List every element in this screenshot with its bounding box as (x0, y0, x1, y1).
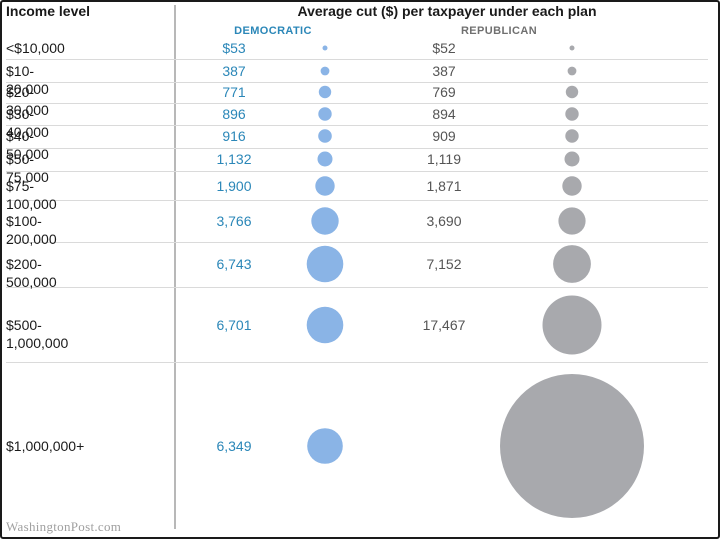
republican-bubble (500, 374, 644, 518)
row-separator (6, 125, 708, 126)
democratic-bubble (306, 306, 344, 344)
republican-value-label: 1,871 (426, 178, 462, 194)
republican-bubble (542, 295, 602, 355)
republican-bubble (564, 151, 580, 167)
republican-value-label: 894 (432, 106, 456, 122)
income-level-label: $10-20,000 (6, 63, 49, 97)
republican-series-label: REPUBLICAN (460, 25, 538, 37)
democratic-bubble (322, 45, 328, 51)
democratic-value-label: 387 (222, 63, 246, 79)
democratic-bubble (318, 85, 332, 99)
income-level-label: $50-75,000 (6, 151, 49, 185)
row-separator (6, 148, 708, 149)
income-level-label: $1,000,000+ (6, 438, 85, 454)
republican-bubble (553, 245, 591, 283)
republican-value-label: 909 (432, 128, 456, 144)
democratic-bubble (315, 176, 335, 196)
republican-value-label: $52 (432, 40, 456, 56)
row-separator (6, 103, 708, 104)
republican-bubble (567, 66, 577, 76)
democratic-bubble (306, 245, 344, 283)
republican-value-label: 387 (432, 63, 456, 79)
democratic-value-label: 6,349 (216, 438, 252, 454)
democratic-bubble (318, 129, 332, 143)
income-level-label: $100-200,000 (6, 213, 57, 247)
row-separator (6, 59, 708, 60)
republican-value-label: 1,119 (427, 151, 461, 167)
income-level-label: $40-50,000 (6, 128, 49, 162)
democratic-bubble (317, 151, 333, 167)
row-separator (6, 287, 708, 288)
democratic-value-label: 6,701 (216, 317, 252, 333)
income-level-label: $75-100,000 (6, 178, 57, 212)
row-separator (6, 82, 708, 83)
income-level-label: $20-30,000 (6, 84, 49, 118)
republican-bubble (565, 129, 579, 143)
row-separator (6, 171, 708, 172)
democratic-value-label: 916 (222, 128, 246, 144)
source-credit: WashingtonPost.com (6, 519, 122, 534)
republican-value-label: 769 (432, 84, 456, 100)
democratic-value-label: 1,132 (216, 151, 252, 167)
chart-title: Average cut ($) per taxpayer under each … (297, 3, 597, 19)
column-divider (174, 5, 176, 529)
democratic-bubble (311, 207, 339, 235)
democratic-value-label: 3,766 (216, 213, 252, 229)
income-level-label: $200-500,000 (6, 256, 57, 290)
income-level-label: $500-1,000,000 (6, 317, 69, 351)
democratic-bubble (320, 66, 330, 76)
democratic-value-label: 771 (222, 84, 246, 100)
republican-value-label: 3,690 (426, 213, 462, 229)
democratic-bubble (307, 428, 343, 464)
republican-value-label: 7,152 (426, 256, 462, 272)
republican-bubble (562, 176, 582, 196)
income-level-label: $30-40,000 (6, 106, 49, 140)
democratic-value-label: 896 (222, 106, 246, 122)
republican-bubble (565, 107, 579, 121)
income-level-header: Income level (6, 3, 91, 19)
republican-value-label: 103,835 (442, 438, 494, 454)
row-separator (6, 362, 708, 363)
republican-bubble (569, 45, 575, 51)
republican-bubble (565, 85, 579, 99)
democratic-value-label: $53 (222, 40, 246, 56)
democratic-bubble (318, 107, 332, 121)
democratic-series-label: DEMOCRATIC (234, 25, 312, 37)
republican-bubble (558, 207, 586, 235)
row-separator (6, 200, 708, 201)
row-separator (6, 242, 708, 243)
income-level-label: <$10,000 (6, 40, 65, 56)
republican-value-label: 17,467 (422, 317, 466, 333)
democratic-value-label: 1,900 (216, 178, 252, 194)
democratic-value-label: 6,743 (216, 256, 252, 272)
